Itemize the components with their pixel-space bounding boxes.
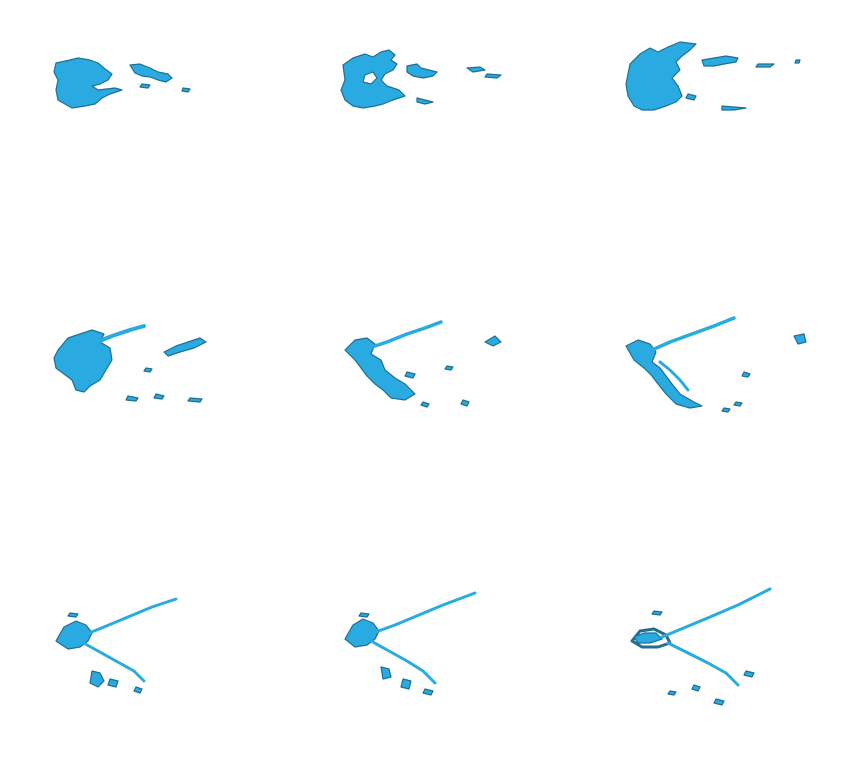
frame-8-shape — [344, 591, 477, 696]
frame-3-shape — [625, 41, 801, 111]
frame-6 — [610, 290, 810, 450]
frame-3 — [610, 30, 810, 190]
frame-6-shape — [625, 316, 807, 413]
frame-7-shape — [55, 597, 178, 694]
frame-4-shape — [53, 324, 207, 403]
frame-2-shape — [340, 49, 502, 109]
frame-7 — [40, 575, 240, 735]
frame-9 — [610, 575, 810, 735]
frame-5 — [325, 290, 525, 450]
frame-1 — [40, 30, 240, 190]
frame-4 — [40, 290, 240, 450]
frame-2 — [325, 30, 525, 190]
frame-5-shape — [344, 320, 502, 408]
frame-8 — [325, 575, 525, 735]
frame-9-shape — [630, 587, 772, 706]
frame-1-shape — [53, 57, 191, 109]
